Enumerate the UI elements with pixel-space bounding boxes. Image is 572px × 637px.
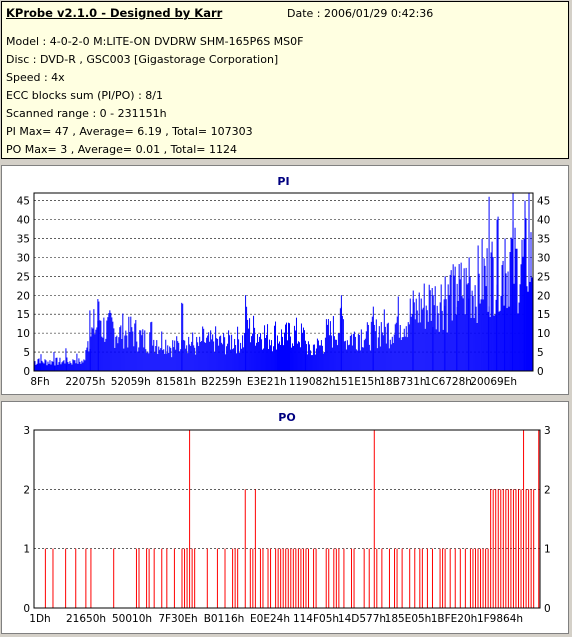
y-tick-label-left: 2 xyxy=(23,484,30,496)
scan-date: Date : 2006/01/29 0:42:36 xyxy=(287,7,434,20)
plot-area xyxy=(33,429,541,609)
x-tick-label: 18B731h xyxy=(379,376,426,388)
x-tick-label: 81581h xyxy=(156,376,196,388)
x-tick-label: 7F30Eh xyxy=(158,613,197,625)
x-tick-label: 50010h xyxy=(112,613,152,625)
y-tick-label-left: 20 xyxy=(17,290,30,302)
y-tick-label-right: 5 xyxy=(537,347,544,359)
pi-chart-panel: PI 0 0 5 5 10 10 15 15 20 20 25 25 30 30 35 35 40 40 45 45 8F… xyxy=(1,165,569,395)
y-tick-label-right: 20 xyxy=(537,290,550,302)
y-tick-label-left: 3 xyxy=(23,425,30,437)
y-tick-label-right: 15 xyxy=(537,309,550,321)
info-model: Model : 4-0-2-0 M:LITE-ON DVDRW SHM-165P… xyxy=(6,35,304,48)
y-tick-label-right: 40 xyxy=(537,215,550,227)
y-tick-label-right: 2 xyxy=(544,484,551,496)
pi-chart: PI 0 0 5 5 10 10 15 15 20 20 25 25 30 30 35 35 40 40 45 45 8F… xyxy=(17,175,551,388)
chart-title: PI xyxy=(277,175,289,188)
chart-title: PO xyxy=(278,411,295,424)
x-tick-label: 185E05h xyxy=(385,613,432,625)
x-tick-label: 1C6728h xyxy=(425,376,472,388)
y-tick-label-left: 35 xyxy=(17,233,30,245)
y-tick-label-left: 25 xyxy=(17,271,30,283)
x-tick-label: 119082h xyxy=(289,376,336,388)
y-tick-label-left: 10 xyxy=(17,328,30,340)
x-tick-label: E0E24h xyxy=(250,613,290,625)
info-panel: KProbe v2.1.0 - Designed by Karr Date : … xyxy=(1,1,569,159)
x-tick-label: 22075h xyxy=(65,376,105,388)
info-disc: Disc : DVD-R , GSC003 [Gigastorage Corpo… xyxy=(6,53,279,66)
y-tick-label-right: 3 xyxy=(544,425,551,437)
y-tick-label-right: 35 xyxy=(537,233,550,245)
x-tick-label: 114F05h xyxy=(293,613,339,625)
info-po-stats: PO Max= 3 , Average= 0.01 , Total= 1124 xyxy=(6,143,237,156)
y-tick-label-left: 15 xyxy=(17,309,30,321)
y-tick-label-left: 0 xyxy=(23,366,30,378)
info-pi-stats: PI Max= 47 , Average= 6.19 , Total= 1073… xyxy=(6,125,253,138)
pi-bars xyxy=(33,193,533,371)
x-tick-label: B0116h xyxy=(204,613,245,625)
y-tick-label-left: 45 xyxy=(17,196,30,208)
x-tick-label: 21650h xyxy=(66,613,106,625)
y-tick-label-right: 0 xyxy=(544,603,551,615)
app-title: KProbe v2.1.0 - Designed by Karr xyxy=(6,6,223,20)
y-tick-label-left: 30 xyxy=(17,252,30,264)
x-tick-label: 1Dh xyxy=(29,613,50,625)
y-tick-label-left: 40 xyxy=(17,215,30,227)
y-tick-label-right: 10 xyxy=(537,328,550,340)
x-tick-label: 1BFE20h xyxy=(431,613,478,625)
po-bars xyxy=(44,430,540,608)
po-chart: PO 0 0 1 1 2 2 3 3 1Dh 21650h 50010h 7F30Eh B0116h E0E… xyxy=(23,411,551,625)
x-tick-label: 14D577h xyxy=(338,613,386,625)
info-ecc-sum: ECC blocks sum (PI/PO) : 8/1 xyxy=(6,89,163,102)
y-tick-label-right: 45 xyxy=(537,196,550,208)
plot-border xyxy=(33,429,541,609)
y-tick-label-right: 1 xyxy=(544,544,551,556)
y-tick-label-left: 5 xyxy=(23,347,30,359)
info-scanned-range: Scanned range : 0 - 231151h xyxy=(6,107,167,120)
x-tick-label: 20069Eh xyxy=(470,376,517,388)
y-tick-label-right: 30 xyxy=(537,252,550,264)
x-tick-label: 1F9864h xyxy=(477,613,523,625)
x-tick-label: 8Fh xyxy=(30,376,49,388)
y-tick-label-right: 0 xyxy=(537,366,544,378)
plot-border xyxy=(33,192,534,372)
info-speed: Speed : 4x xyxy=(6,71,65,84)
x-tick-label: 151E15h xyxy=(334,376,381,388)
x-tick-label: 52059h xyxy=(111,376,151,388)
y-tick-label-left: 1 xyxy=(23,544,30,556)
x-tick-label: B2259h xyxy=(201,376,242,388)
x-tick-label: E3E21h xyxy=(247,376,287,388)
y-tick-label-right: 25 xyxy=(537,271,550,283)
po-chart-panel: PO 0 0 1 1 2 2 3 3 1Dh 21650h 50010h 7F30Eh B0116h E0E… xyxy=(1,401,569,634)
y-tick-label-left: 0 xyxy=(23,603,30,615)
